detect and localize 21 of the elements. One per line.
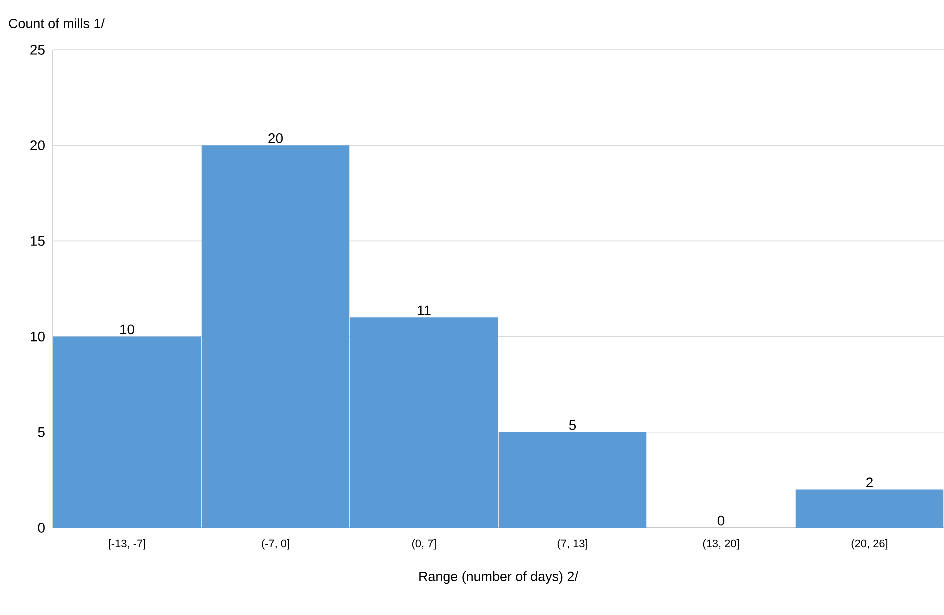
data-label: 5 (569, 420, 576, 430)
x-tick-label: [-13, -7] (109, 540, 146, 550)
data-label: 2 (866, 478, 873, 488)
x-axis-title: Range (number of days) 2/ (420, 572, 578, 584)
y-tick-label: 25 (30, 45, 45, 55)
y-tick-label: 5 (38, 428, 45, 438)
bar (796, 490, 944, 528)
x-tick-label: (13, 20] (703, 540, 740, 550)
x-tick-label: (0, 7] (412, 540, 436, 550)
data-label: 20 (268, 134, 283, 144)
x-tick-label: (20, 26] (852, 540, 888, 550)
y-tick-label: 10 (31, 332, 45, 342)
data-label: 0 (718, 516, 725, 526)
y-tick-label: 15 (31, 236, 45, 246)
x-tick-label: (-7, 0] (262, 540, 290, 550)
y-tick-label: 0 (38, 523, 45, 533)
data-label: 11 (418, 306, 431, 316)
y-axis-title: Count of mills 1/ (9, 18, 105, 28)
x-tick-label: (7, 13] (558, 540, 588, 550)
data-label: 10 (120, 324, 134, 335)
y-tick-label: 20 (30, 140, 45, 151)
